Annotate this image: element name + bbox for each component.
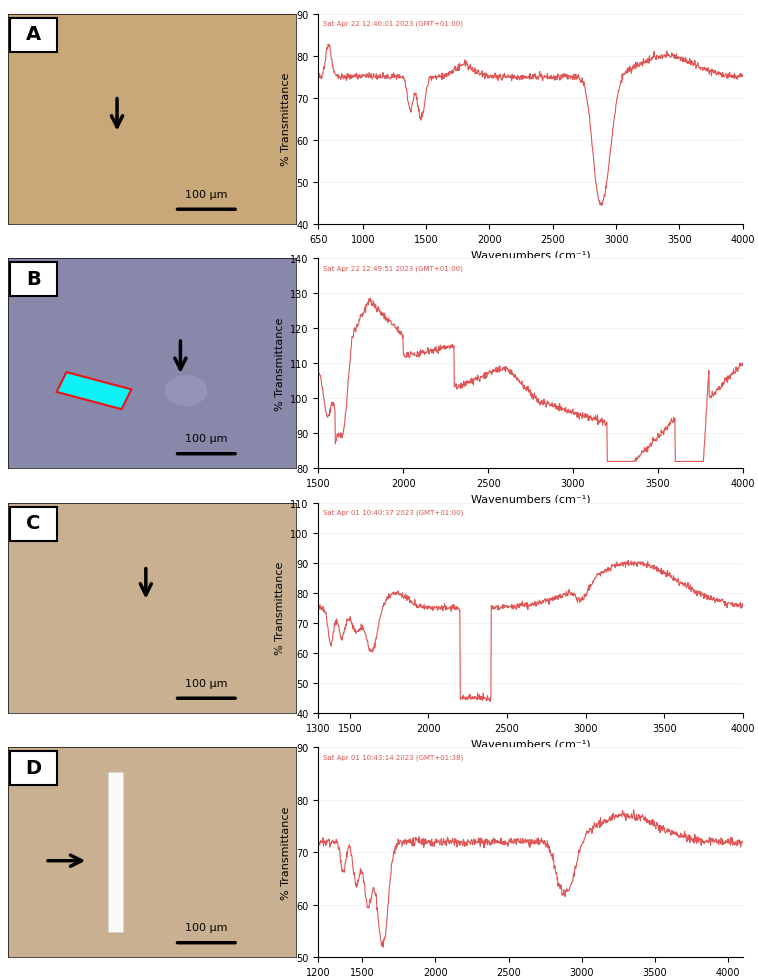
Y-axis label: % Transmittance: % Transmittance [274, 562, 285, 655]
Text: D: D [26, 758, 42, 777]
Text: C: C [27, 514, 41, 532]
X-axis label: Wavenumbers (cm⁻¹): Wavenumbers (cm⁻¹) [471, 494, 590, 504]
FancyBboxPatch shape [11, 507, 57, 541]
Y-axis label: % Transmittance: % Transmittance [274, 318, 284, 410]
X-axis label: Wavenumbers (cm⁻¹): Wavenumbers (cm⁻¹) [471, 250, 590, 260]
FancyBboxPatch shape [11, 19, 57, 53]
Text: 100 μm: 100 μm [185, 678, 227, 688]
Text: 100 μm: 100 μm [185, 434, 227, 444]
FancyBboxPatch shape [11, 751, 57, 786]
Text: A: A [26, 25, 41, 44]
Text: Sat Apr 01 10:40:37 2023 (GMT+01:00): Sat Apr 01 10:40:37 2023 (GMT+01:00) [323, 509, 463, 516]
Text: Sat Apr 01 10:43:14 2023 (GMT+01:38): Sat Apr 01 10:43:14 2023 (GMT+01:38) [323, 753, 463, 760]
FancyBboxPatch shape [11, 263, 57, 297]
Text: 100 μm: 100 μm [185, 922, 227, 932]
Y-axis label: % Transmittance: % Transmittance [280, 73, 291, 166]
Bar [108, 773, 123, 932]
X-axis label: Wavenumbers (cm⁻¹): Wavenumbers (cm⁻¹) [471, 739, 590, 748]
Y-axis label: % Transmittance: % Transmittance [280, 806, 291, 899]
Text: B: B [26, 270, 41, 288]
Text: Sat Apr 22 12:49:51 2023 (GMT+01:00): Sat Apr 22 12:49:51 2023 (GMT+01:00) [323, 265, 462, 272]
Text: 100 μm: 100 μm [185, 190, 227, 199]
Circle shape [166, 376, 206, 406]
Text: Sat Apr 22 12:40:01 2023 (GMT+01:00): Sat Apr 22 12:40:01 2023 (GMT+01:00) [323, 21, 462, 27]
Polygon shape [57, 373, 131, 409]
